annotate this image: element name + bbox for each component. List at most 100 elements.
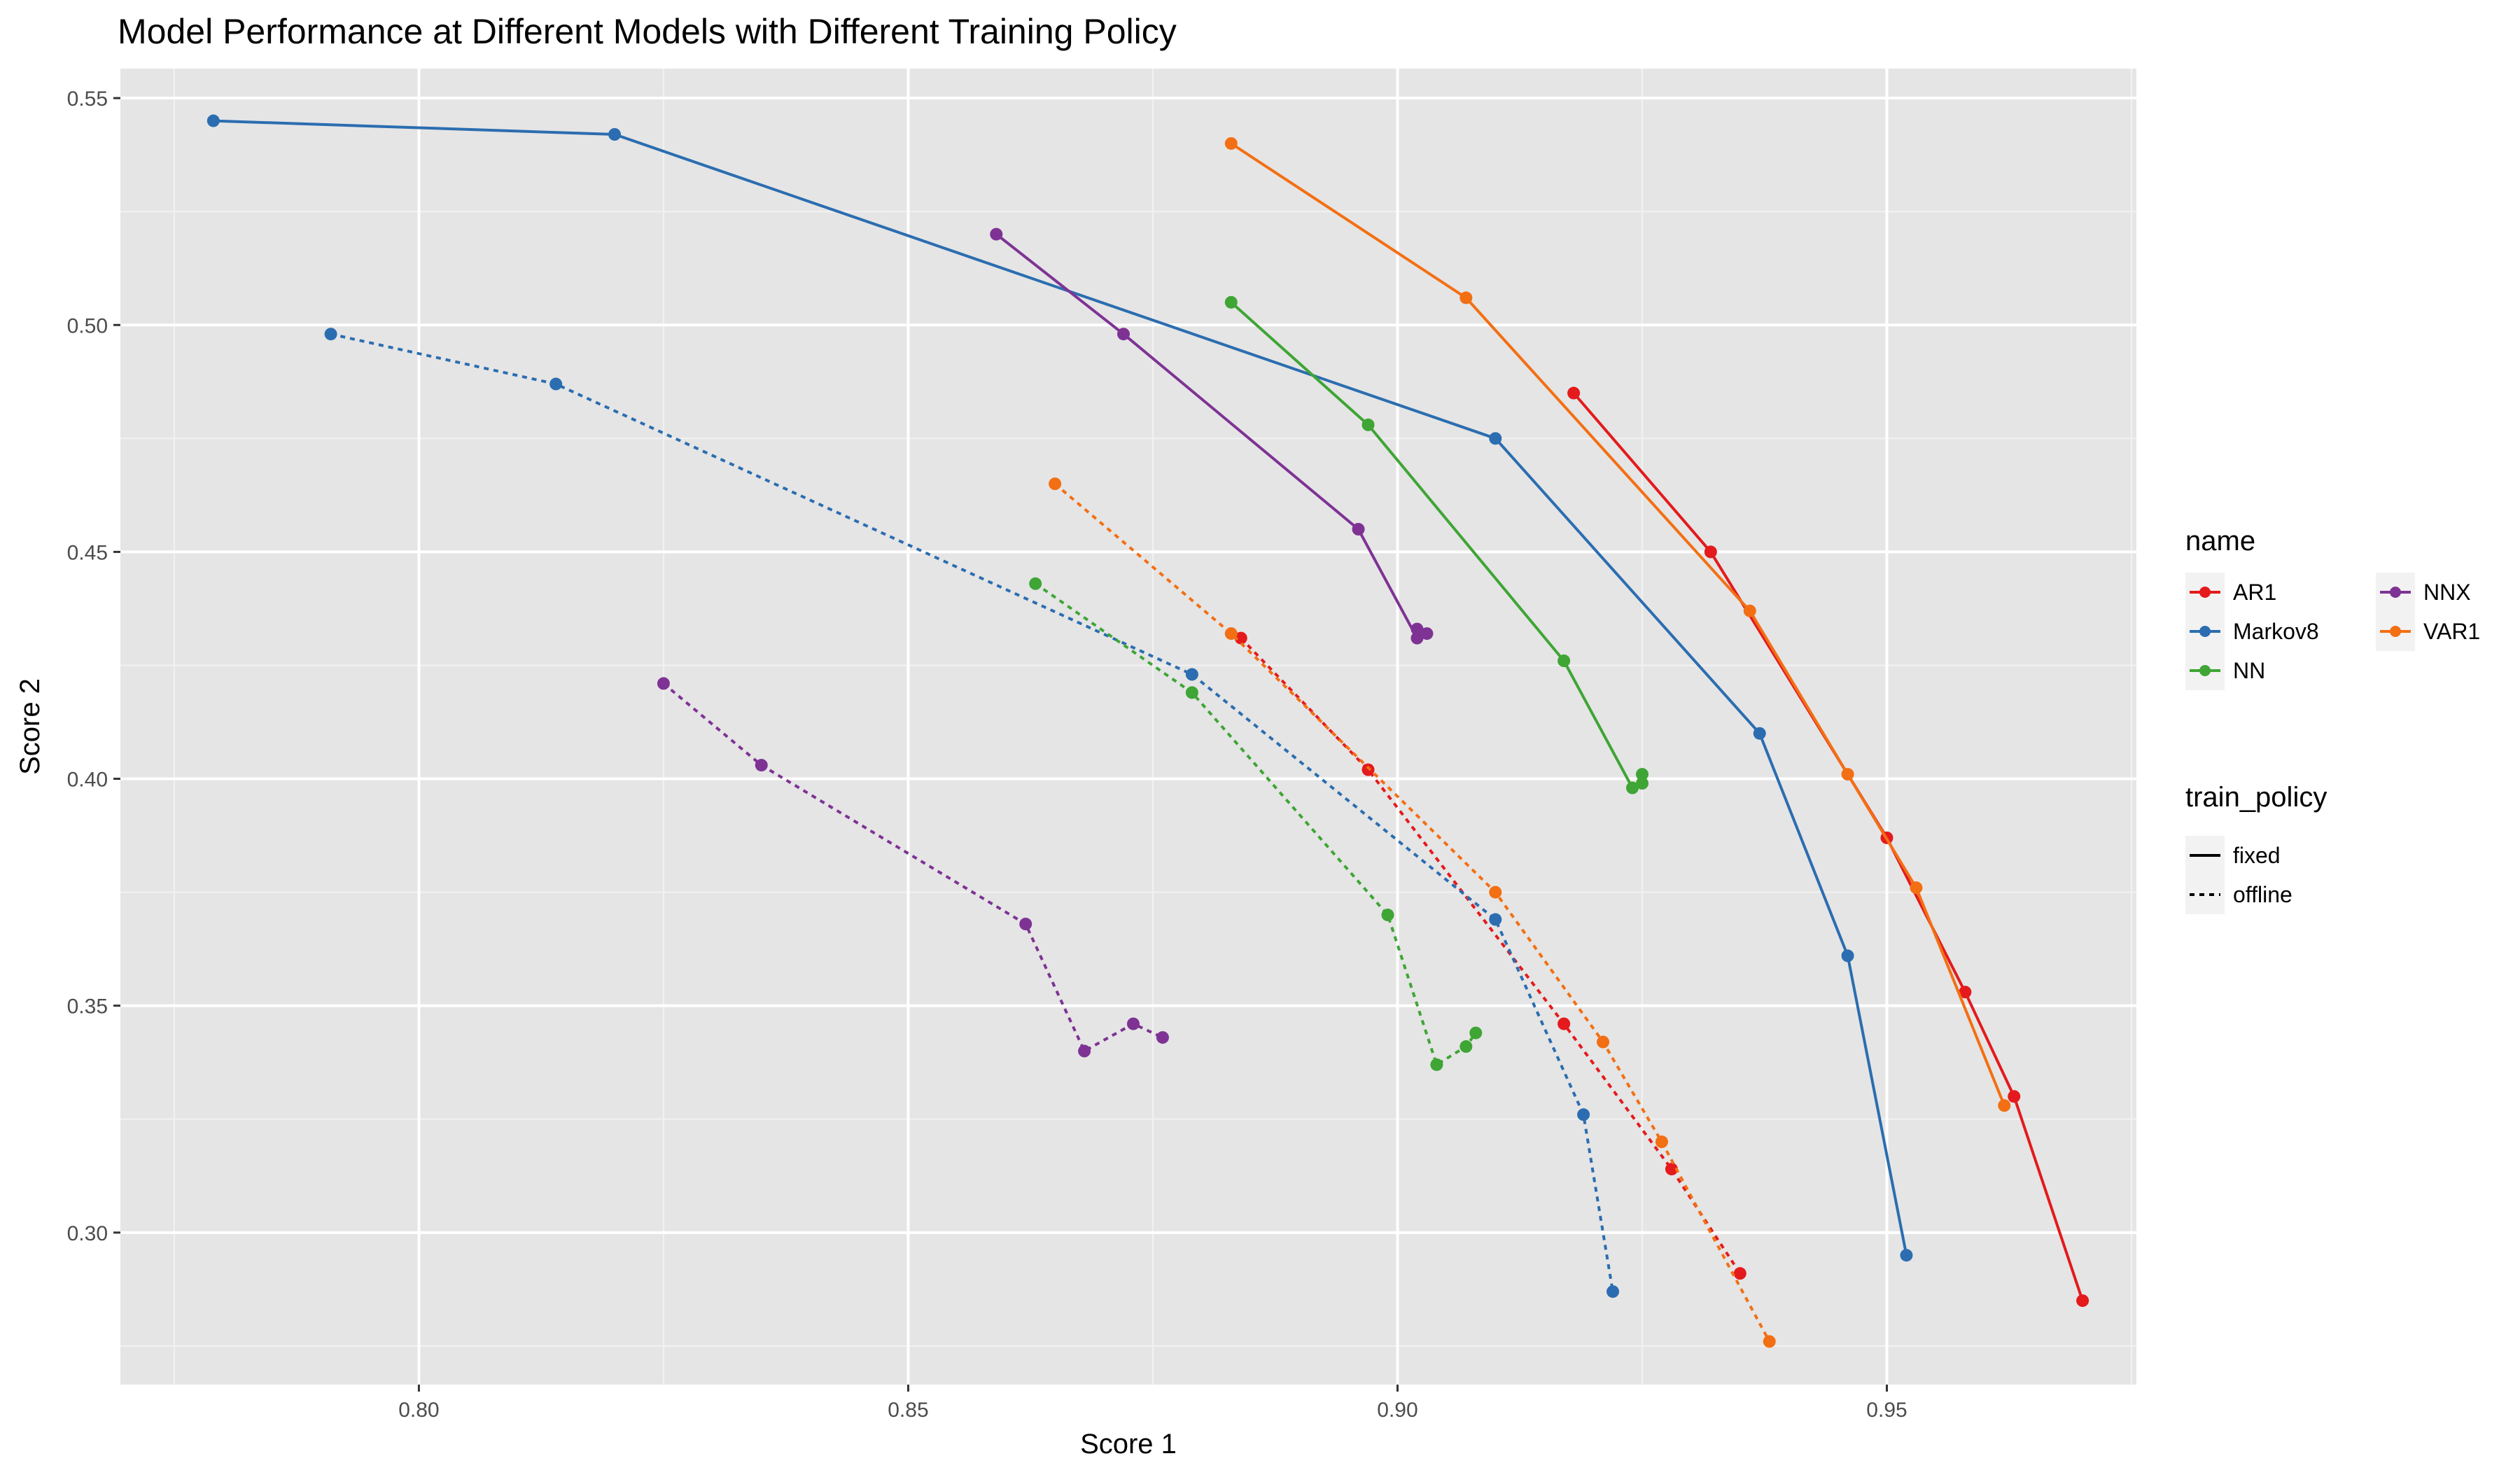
data-point-var1-fixed [1460, 291, 1473, 304]
series-nn-fixed [1224, 295, 1648, 794]
data-point-var1-fixed [1841, 768, 1854, 781]
legend-key-point [2390, 626, 2401, 637]
data-point-markov8-offline [550, 377, 563, 391]
x-tick-label: 0.95 [1866, 1399, 1907, 1422]
data-point-ar1-offline [1733, 1267, 1746, 1280]
grid-minor [120, 69, 2136, 1385]
chart-title: Model Performance at Different Models wi… [118, 12, 1177, 51]
data-point-nnx-offline [1078, 1044, 1091, 1058]
legend-key-point [2199, 665, 2211, 676]
legend-label: VAR1 [2423, 619, 2480, 644]
data-point-nnx-offline [1156, 1031, 1169, 1044]
data-point-nnx-fixed [990, 227, 1003, 241]
x-axis-title: Score 1 [1080, 1429, 1177, 1460]
data-point-markov8-offline [324, 328, 337, 341]
legend-label: NN [2233, 658, 2265, 683]
legend-item-nn: NN [2185, 651, 2265, 690]
data-point-ar1-offline [1362, 763, 1375, 776]
series-layer [206, 114, 2090, 1348]
data-point-nnx-fixed [1352, 523, 1365, 536]
data-point-nn-fixed [1362, 418, 1375, 431]
legend-label: NNX [2423, 580, 2471, 605]
data-point-nnx-fixed [1410, 631, 1424, 645]
y-tick-label: 0.55 [67, 88, 108, 111]
data-point-var1-fixed [1743, 604, 1756, 617]
data-point-ar1-fixed [2008, 1090, 2021, 1103]
y-tick-label: 0.40 [67, 769, 108, 792]
data-point-nn-offline [1381, 909, 1394, 922]
data-point-nn-offline [1029, 577, 1042, 590]
y-tick-label: 0.45 [67, 541, 108, 564]
x-tick-label: 0.90 [1377, 1399, 1418, 1422]
legend-item-nnx: NNX [2376, 573, 2471, 612]
legend-key-point [2199, 587, 2211, 598]
data-point-nn-offline [1460, 1040, 1473, 1054]
legend-name-title: name [2185, 526, 2255, 556]
legend-key-point [2390, 587, 2401, 598]
data-point-nnx-offline [1019, 918, 1032, 930]
data-point-nnx-offline [657, 677, 670, 690]
legend-label: offline [2233, 882, 2292, 907]
data-point-markov8-fixed [1900, 1249, 1913, 1262]
series-line-nn-offline [1035, 582, 1477, 1066]
data-point-nn-fixed [1626, 781, 1639, 794]
legend-item-offline: offline [2185, 875, 2292, 914]
series-line-markov8-fixed [213, 119, 1908, 1256]
legend-label: fixed [2233, 843, 2281, 868]
data-point-markov8-fixed [206, 114, 220, 127]
series-line-var1-fixed [1230, 142, 2006, 1107]
data-point-markov8-fixed [1841, 949, 1854, 962]
data-point-var1-fixed [1998, 1099, 2011, 1112]
data-point-markov8-offline [1489, 913, 1502, 926]
data-point-ar1-fixed [1567, 386, 1581, 400]
data-point-var1-fixed [1910, 881, 1923, 895]
data-point-nn-offline [1430, 1058, 1443, 1071]
data-point-var1-offline [1655, 1135, 1668, 1149]
legend-item-var1: VAR1 [2376, 612, 2480, 651]
data-point-markov8-fixed [608, 128, 622, 141]
data-point-markov8-offline [1606, 1285, 1620, 1298]
series-var1-fixed [1224, 136, 2011, 1112]
data-point-ar1-fixed [2076, 1294, 2090, 1308]
data-point-nnx-fixed [1420, 627, 1434, 640]
data-point-ar1-fixed [1959, 986, 1972, 999]
plot-panel [120, 69, 2136, 1385]
data-point-ar1-offline [1558, 1017, 1571, 1030]
y-tick-label: 0.50 [67, 314, 108, 337]
data-point-ar1-fixed [1704, 545, 1717, 559]
legend-policy-title: train_policy [2185, 782, 2327, 813]
data-point-nn-offline [1469, 1026, 1483, 1040]
data-point-ar1-offline [1665, 1163, 1678, 1176]
data-point-markov8-fixed [1753, 727, 1766, 740]
data-point-nnx-offline [755, 759, 768, 772]
data-point-markov8-fixed [1489, 432, 1502, 445]
legend-label: AR1 [2233, 580, 2276, 605]
x-tick-label: 0.85 [888, 1399, 928, 1422]
series-nnx-fixed [990, 227, 1434, 645]
data-point-nn-fixed [1558, 654, 1571, 667]
legend-item-fixed: fixed [2185, 836, 2281, 875]
series-nnx-offline [657, 677, 1169, 1058]
data-point-markov8-offline [1577, 1108, 1590, 1121]
legend-key-point [2199, 626, 2211, 637]
legend-label: Markov8 [2233, 619, 2319, 644]
y-tick-label: 0.30 [67, 1222, 108, 1245]
y-axis: 0.30 0.35 0.40 0.45 0.50 0.55 [67, 88, 120, 1245]
data-point-nn-fixed [1635, 777, 1648, 790]
y-axis-title: Score 2 [15, 678, 46, 775]
data-point-nn-fixed [1224, 295, 1238, 309]
y-tick-label: 0.35 [67, 995, 108, 1018]
data-point-var1-offline [1597, 1035, 1610, 1049]
data-point-var1-offline [1049, 477, 1062, 491]
x-axis: 0.80 0.85 0.90 0.95 [398, 1385, 1907, 1422]
data-point-nn-fixed [1635, 768, 1648, 781]
data-point-nnx-offline [1126, 1017, 1140, 1030]
data-point-var1-offline [1224, 627, 1238, 640]
series-nn-offline [1029, 577, 1483, 1071]
data-point-var1-fixed [1224, 136, 1238, 150]
data-point-ar1-offline [1234, 631, 1247, 645]
series-markov8-offline [324, 328, 1620, 1298]
legend-item-ar1: AR1 [2185, 573, 2276, 612]
series-var1-offline [1049, 477, 1776, 1348]
